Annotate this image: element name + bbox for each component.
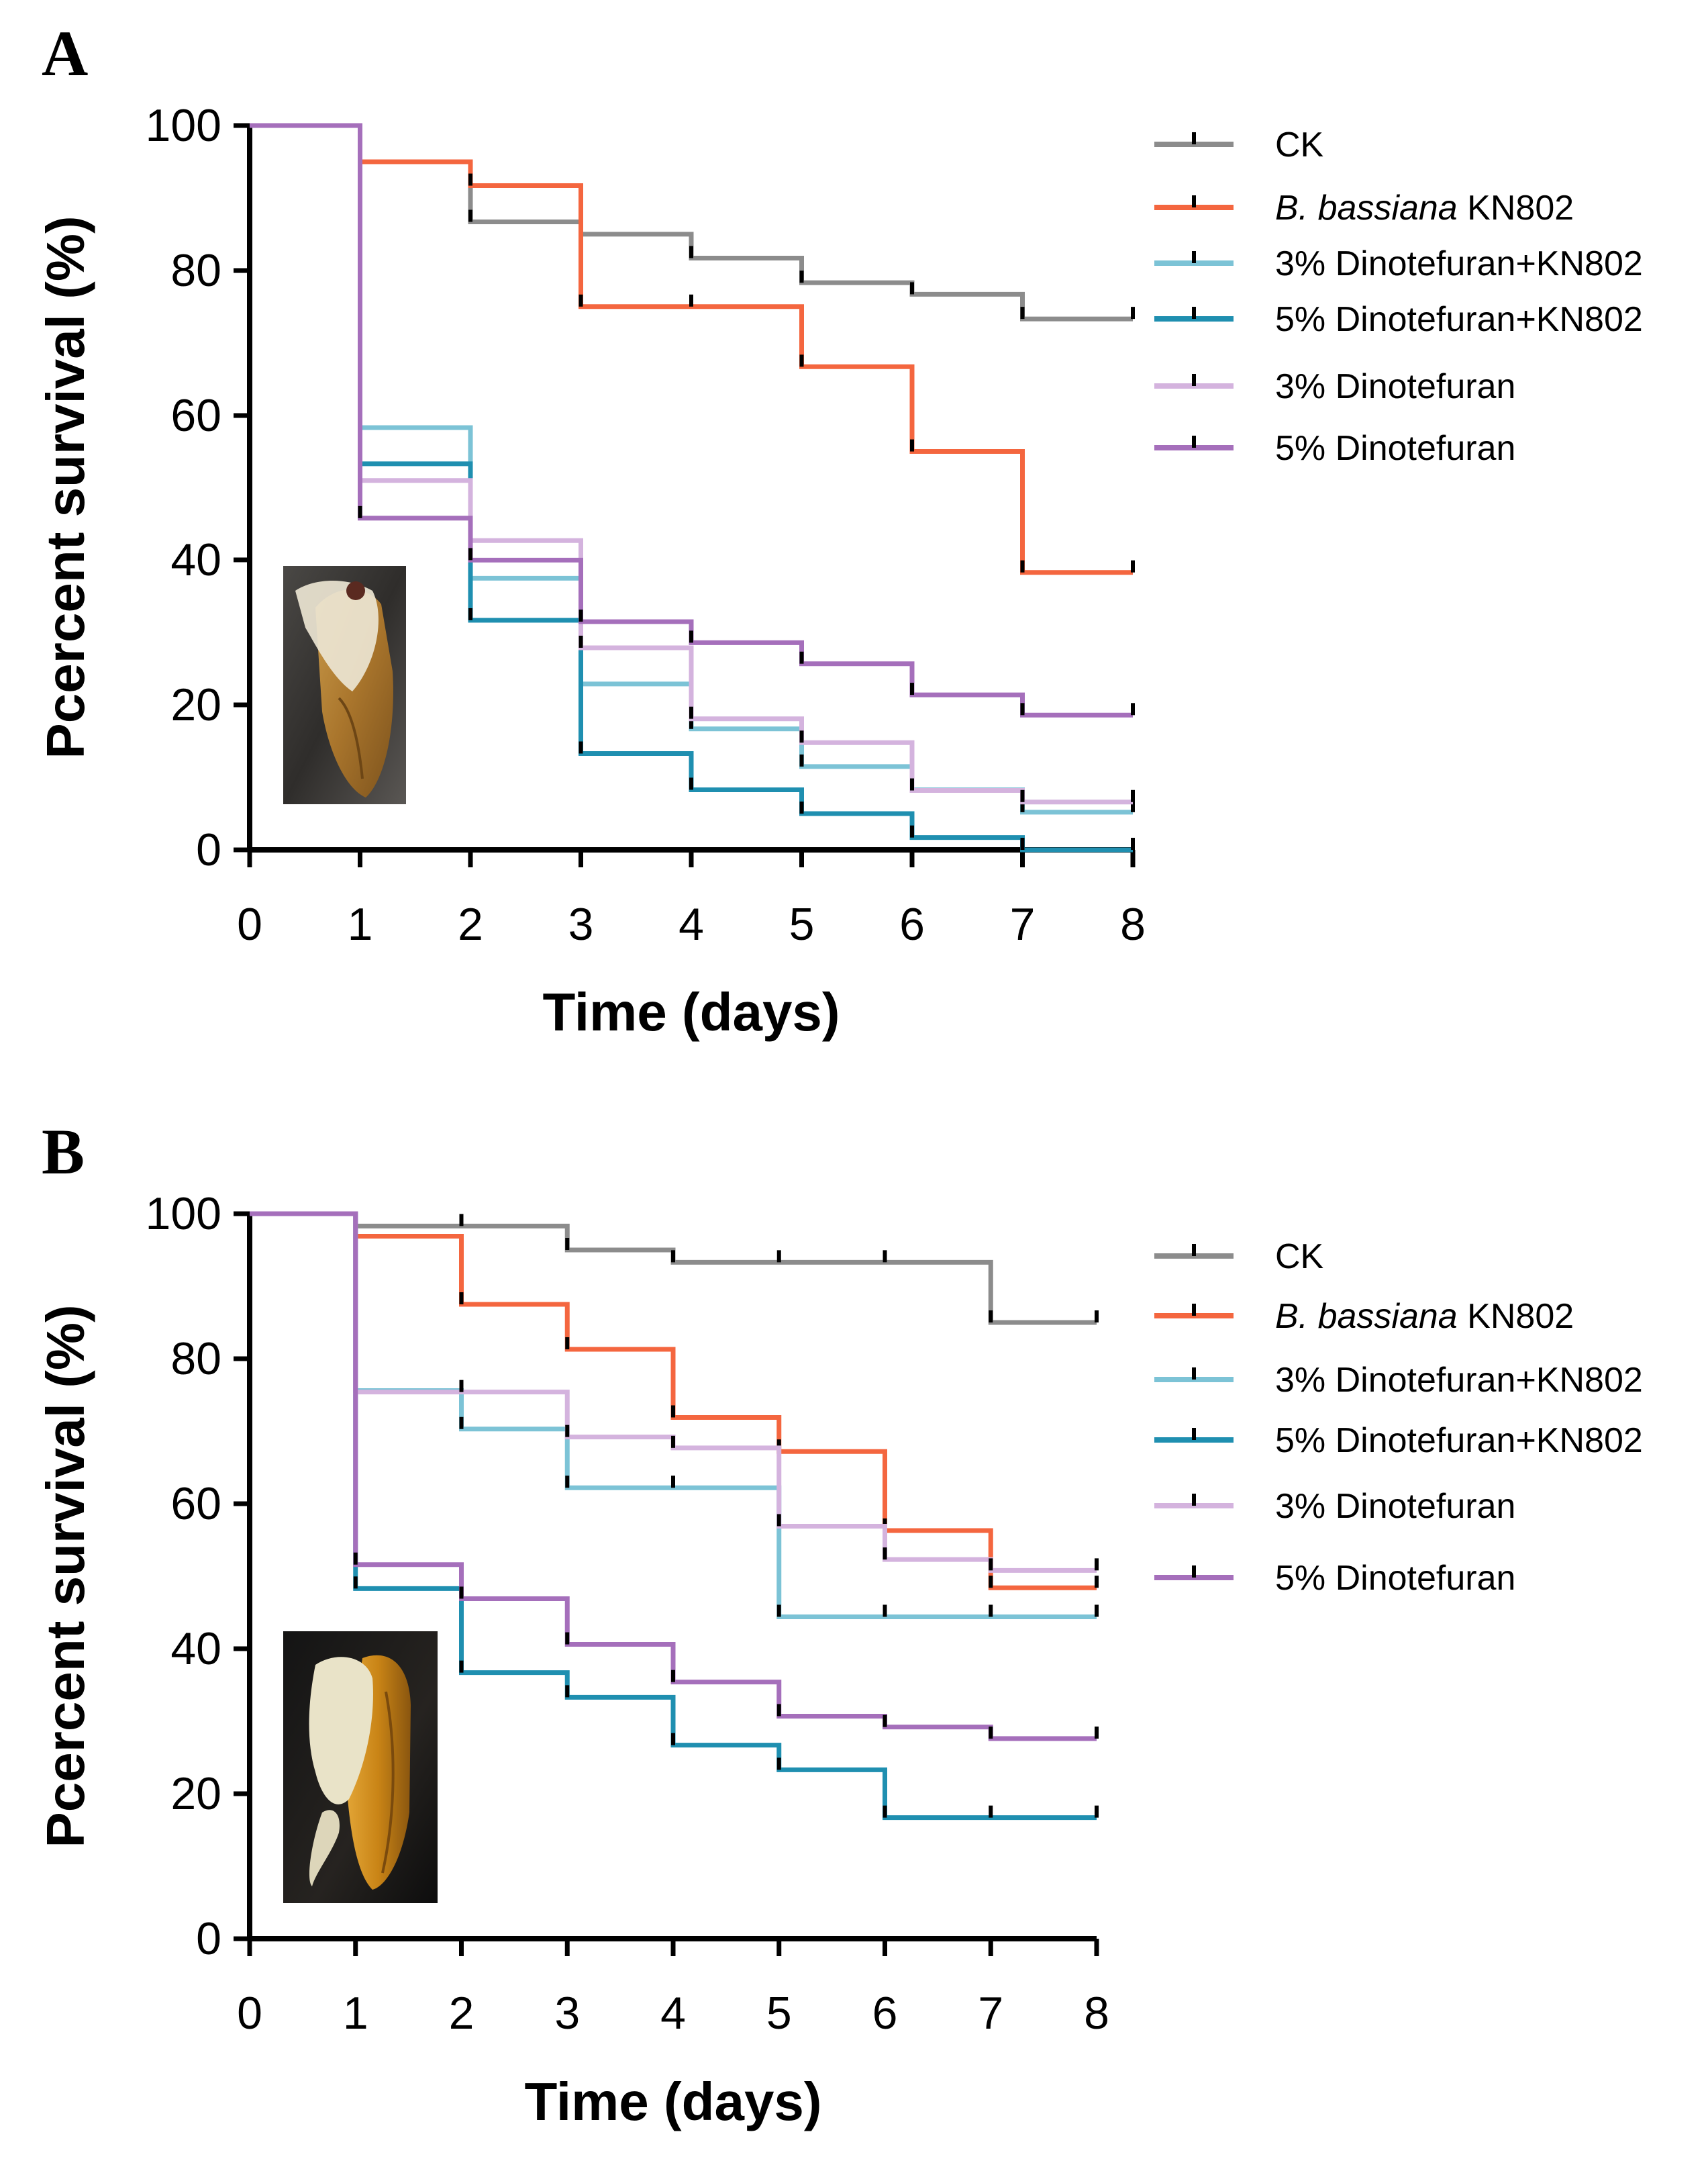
legend-item-5pct-dinotefuran-kn802: 5% Dinotefuran+KN802 [1154,300,1643,339]
y-tick-label: 60 [170,390,221,441]
x-tick-label: 2 [449,1988,474,2039]
legend-label: B. bassiana KN802 [1275,1297,1574,1336]
legend-b: CK B. bassiana KN802 3% Dinotefuran+KN80… [1154,1237,1643,1598]
x-tick-label: 7 [978,1988,1003,2039]
y-tick-label: 20 [170,679,221,730]
x-tick-label: 0 [237,899,262,950]
series-line [250,1211,1097,1821]
y-tick-label: 60 [170,1478,221,1529]
x-tick-label: 5 [766,1988,792,2039]
series-line [250,1211,1097,1741]
legend-item-ck: CK [1154,1237,1324,1276]
legend-label: 3% Dinotefuran+KN802 [1275,1361,1643,1400]
x-tick-label: 3 [568,899,594,950]
series-line [250,123,1133,805]
legend-label: B. bassiana KN802 [1275,189,1574,228]
y-tick-label: 40 [170,534,221,585]
legend-item-bbassiana: B. bassiana KN802 [1154,1297,1574,1336]
panel-b: B 100 80 60 40 20 0 [36,1116,1643,2131]
inset-larva-photo-a [283,566,406,804]
inset-larva-photo-b [283,1631,438,1903]
y-tick-label: 80 [170,245,221,296]
legend-label: 5% Dinotefuran [1275,1559,1515,1598]
panel-a: A 100 80 60 40 20 0 [36,17,1643,1042]
panel-label-b: B [42,1116,85,1188]
series-lines-b [250,1211,1099,1821]
legend-item-ck: CK [1154,126,1324,164]
legend-item-3pct-dinotefuran-kn802: 3% Dinotefuran+KN802 [1154,1361,1643,1400]
legend-label: 5% Dinotefuran+KN802 [1275,300,1643,339]
legend-item-3pct-dinotefuran-kn802: 3% Dinotefuran+KN802 [1154,244,1643,283]
x-axis-a: 0 1 2 3 4 5 6 7 8 [237,847,1146,950]
x-tick-label: 8 [1120,899,1146,950]
y-axis-title: Pcercent survival (%) [36,1304,95,1847]
legend-item-5pct-dinotefuran: 5% Dinotefuran [1154,1559,1515,1598]
x-tick-label: 3 [554,1988,580,2039]
legend-a: CK B. bassiana KN802 3% Dinotefuran+KN80… [1154,126,1643,468]
x-axis-b: 0 1 2 3 4 5 6 7 8 [237,1936,1109,2039]
series-line [250,1211,1097,1590]
legend-item-3pct-dinotefuran: 3% Dinotefuran [1154,1487,1515,1526]
legend-label: CK [1275,1237,1324,1276]
legend-label: CK [1275,126,1324,164]
panel-label-a: A [42,17,88,89]
legend-label: 5% Dinotefuran [1275,429,1515,468]
series-line [250,123,1133,322]
y-axis-b: 100 80 60 40 20 0 [146,1188,252,1964]
y-tick-label: 0 [196,824,221,875]
y-tick-label: 100 [146,1188,221,1239]
x-tick-label: 6 [899,899,925,950]
x-tick-label: 4 [660,1988,686,2039]
y-tick-label: 0 [196,1913,221,1964]
x-tick-label: 1 [343,1988,368,2039]
x-tick-label: 5 [789,899,815,950]
x-tick-label: 0 [237,1988,262,2039]
y-axis-a: 100 80 60 40 20 0 [146,100,252,875]
x-tick-label: 8 [1084,1988,1109,2039]
legend-item-5pct-dinotefuran: 5% Dinotefuran [1154,429,1515,468]
x-tick-label: 2 [458,899,483,950]
series-lines-a [250,123,1135,853]
series-line [250,123,1133,853]
series-line [250,123,1133,575]
x-axis-title: Time (days) [524,2072,821,2131]
y-tick-label: 100 [146,100,221,151]
x-tick-label: 7 [1010,899,1036,950]
x-axis-title: Time (days) [542,982,840,1042]
legend-label: 5% Dinotefuran+KN802 [1275,1421,1643,1460]
legend-item-bbassiana: B. bassiana KN802 [1154,189,1574,228]
legend-label: 3% Dinotefuran+KN802 [1275,244,1643,283]
y-tick-label: 80 [170,1333,221,1384]
legend-item-3pct-dinotefuran: 3% Dinotefuran [1154,367,1515,406]
y-axis-title: Pcercent survival (%) [36,215,95,759]
series-line [250,1211,1097,1325]
legend-item-5pct-dinotefuran-kn802: 5% Dinotefuran+KN802 [1154,1421,1643,1460]
legend-label: 3% Dinotefuran [1275,367,1515,406]
x-tick-label: 6 [872,1988,898,2039]
legend-label: 3% Dinotefuran [1275,1487,1515,1526]
x-tick-label: 1 [348,899,373,950]
x-tick-label: 4 [679,899,704,950]
y-tick-label: 40 [170,1623,221,1674]
y-tick-label: 20 [170,1768,221,1819]
